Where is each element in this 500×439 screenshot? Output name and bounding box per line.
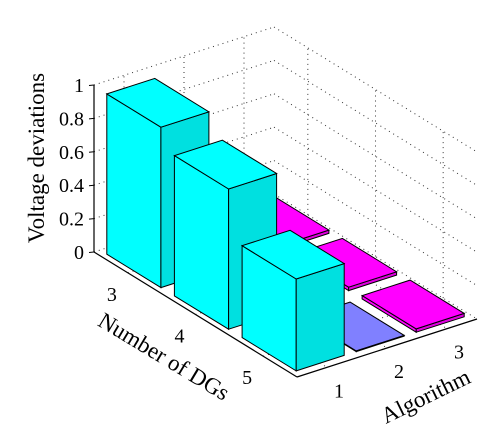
- grid-line: [273, 59, 478, 186]
- y-tick-mark: [88, 151, 95, 153]
- bar-1-5: [240, 229, 346, 372]
- x-tick-label: 3: [107, 284, 117, 306]
- y-tick-mark: [88, 117, 95, 120]
- algorithm-axis-line: [296, 318, 478, 378]
- y-tick-mark: [88, 184, 95, 187]
- y-axis-label: Voltage deviations: [24, 73, 49, 243]
- algorithm-tick-label: 3: [454, 342, 464, 364]
- y-tick-mark: [88, 251, 95, 253]
- algorithm-tick-label: 2: [394, 361, 404, 383]
- y-tick-label: 1: [74, 75, 84, 97]
- x-tick-label: 5: [242, 367, 252, 389]
- bar-top-face: [105, 77, 211, 128]
- x-axis-line: [93, 251, 298, 378]
- y-tick-label: 0: [74, 242, 84, 264]
- bar-side-face: [295, 262, 345, 372]
- x-tick-label: 4: [175, 326, 185, 348]
- bar-3-5: [360, 279, 466, 334]
- axes: 0 0.2 0.4 0.6 0.8 1 3 4 5 1 2 3: [59, 75, 478, 402]
- bar-top-face: [240, 229, 346, 280]
- bar-top-face: [173, 139, 278, 190]
- y-tick-label: 0.6: [59, 142, 84, 164]
- algorithm-tick-label: 1: [334, 380, 344, 402]
- y-tick-label: 0.4: [59, 175, 84, 197]
- bar-front-face: [106, 93, 162, 289]
- bar-top-face: [360, 279, 466, 330]
- x-axis-label: Number of DGs: [94, 308, 234, 406]
- algorithm-axis-label: Algorithm: [377, 364, 474, 429]
- bars: [105, 77, 466, 372]
- y-tick-label: 0.8: [59, 108, 84, 130]
- y-tick-mark: [88, 218, 95, 220]
- y-tick-mark: [88, 84, 95, 86]
- y-tick-label: 0.2: [59, 209, 84, 231]
